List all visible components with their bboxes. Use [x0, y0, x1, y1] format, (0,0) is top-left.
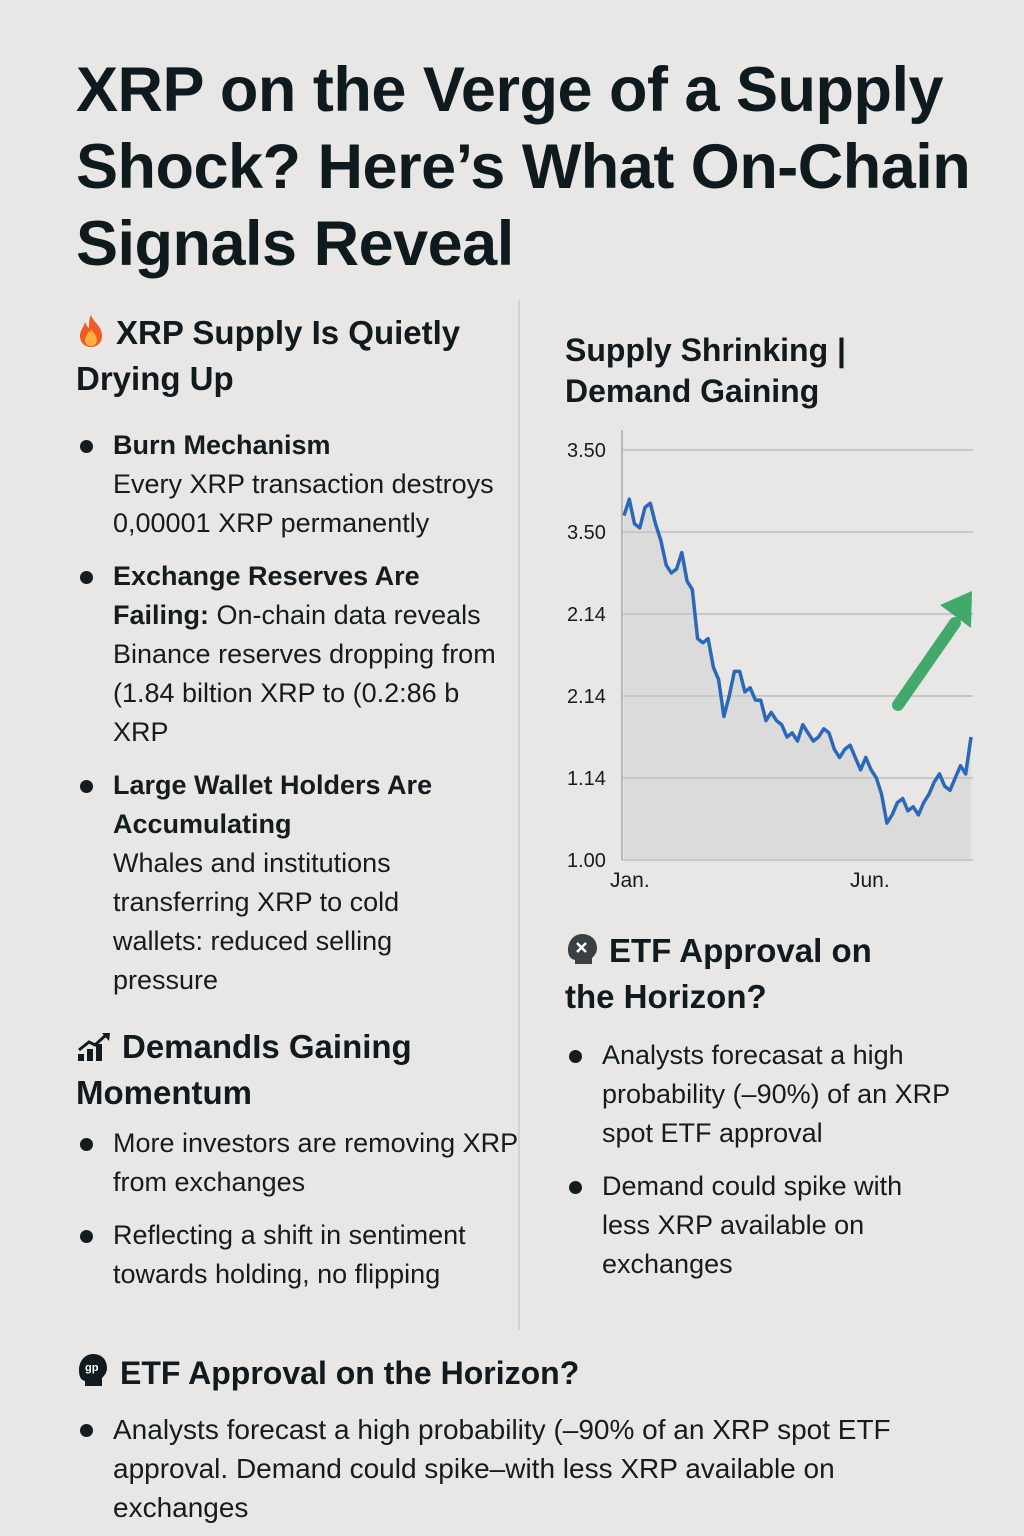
y-tick-label: 3.50	[567, 440, 606, 462]
bullet-dot	[80, 1230, 93, 1243]
etf-bottom-list: Analysts forecast a high probability (–9…	[76, 1410, 976, 1527]
item-text: More investors are removing XRP from exc…	[113, 1128, 518, 1197]
demand-section-heading: DemandIs Gaining Momentum	[76, 1026, 476, 1114]
item-text: Every XRP transaction destroys 0,00001 X…	[113, 469, 494, 538]
etf-bottom-heading-text: ETF Approval on the Horizon?	[120, 1355, 580, 1391]
list-item: Analysts forecast a high probability (–9…	[76, 1410, 976, 1527]
list-item: Large Wallet Holders Are Accumulating Wh…	[76, 766, 521, 1000]
headline: XRP on the Verge of a Supply Shock? Here…	[76, 55, 971, 279]
bullet-dot	[80, 440, 93, 453]
item-text: Analysts forecast a high probability (–9…	[113, 1414, 891, 1523]
etf-bottom-heading: gp ETF Approval on the Horizon?	[76, 1350, 1006, 1400]
chart-increasing-icon	[76, 1030, 112, 1072]
left-column: XRP Supply Is Quietly Drying Up Burn Mec…	[76, 312, 521, 1294]
item-text: Analysts forecasat a high probability (–…	[602, 1040, 950, 1148]
item-title: Exchange Reserves Are Failing:	[113, 561, 420, 630]
column-divider	[518, 300, 520, 1330]
fire-icon	[76, 314, 106, 358]
bullet-dot	[569, 1050, 582, 1063]
item-text: Reflecting a shift in sentiment towards …	[113, 1220, 466, 1289]
bullet-dot	[80, 780, 93, 793]
item-title: Large Wallet Holders Are Accumulating	[113, 770, 433, 839]
x-tick-label: Jan.	[610, 869, 650, 892]
bullet-dot	[80, 1138, 93, 1151]
list-item: Burn Mechanism Every XRP transaction des…	[76, 426, 521, 543]
item-text: Whales and institutions transferring XRP…	[113, 848, 400, 995]
trend-arrow-head	[940, 591, 972, 628]
list-item: Analysts forecasat a high probability (–…	[565, 1036, 1005, 1153]
supply-section-heading: XRP Supply Is Quietly Drying Up	[76, 312, 496, 400]
x-tick-label: Jun.	[850, 869, 890, 892]
list-item: Reflecting a shift in sentiment towards …	[76, 1216, 536, 1294]
supply-heading-text: XRP Supply Is Quietly Drying Up	[76, 314, 461, 397]
y-tick-label: 3.50	[567, 522, 606, 544]
head-x-icon	[565, 932, 599, 976]
trend-arrow-shaft	[892, 617, 961, 711]
bullet-dot	[80, 1424, 93, 1437]
list-item: Exchange Reserves Are Failing: On-chain …	[76, 557, 521, 752]
chart-title: Supply Shrinking | Demand Gaining	[565, 332, 846, 409]
y-tick-label: 1.00	[567, 850, 606, 872]
head-thinking-icon: gp	[76, 1352, 110, 1400]
series-line	[622, 497, 973, 825]
svg-text:gp: gp	[85, 1362, 99, 1374]
etf-right-heading-text: ETF Approval on the Horizon?	[565, 932, 872, 1015]
etf-right-list: Analysts forecasat a high probability (–…	[565, 1036, 1005, 1284]
y-tick-label: 2.14	[567, 686, 606, 708]
item-title: Burn Mechanism	[113, 430, 331, 460]
item-text: On-chain data reveals Binance reserves d…	[113, 600, 496, 747]
demand-heading-text: DemandIs Gaining Momentum	[76, 1028, 412, 1111]
chart-area	[624, 499, 971, 860]
y-tick-label: 2.14	[567, 604, 606, 626]
supply-chart: 3.50 3.50 2.14 2.14 1.14 1.00 Jan. Jun.	[555, 425, 995, 905]
etf-bottom-section: gp ETF Approval on the Horizon? Analysts…	[76, 1350, 1006, 1527]
etf-right-heading: ETF Approval on the Horizon?	[565, 930, 885, 1018]
supply-list: Burn Mechanism Every XRP transaction des…	[76, 426, 521, 1000]
demand-list: More investors are removing XRP from exc…	[76, 1124, 536, 1294]
etf-right-section: ETF Approval on the Horizon? Analysts fo…	[565, 930, 1005, 1284]
bullet-dot	[569, 1181, 582, 1194]
list-item: More investors are removing XRP from exc…	[76, 1124, 536, 1202]
list-item: Demand could spike with less XRP availab…	[565, 1167, 1005, 1284]
y-tick-label: 1.14	[567, 768, 606, 790]
right-column: Supply Shrinking | Demand Gaining	[565, 330, 1005, 412]
bullet-dot	[80, 571, 93, 584]
item-text: Demand could spike with less XRP availab…	[602, 1171, 903, 1279]
